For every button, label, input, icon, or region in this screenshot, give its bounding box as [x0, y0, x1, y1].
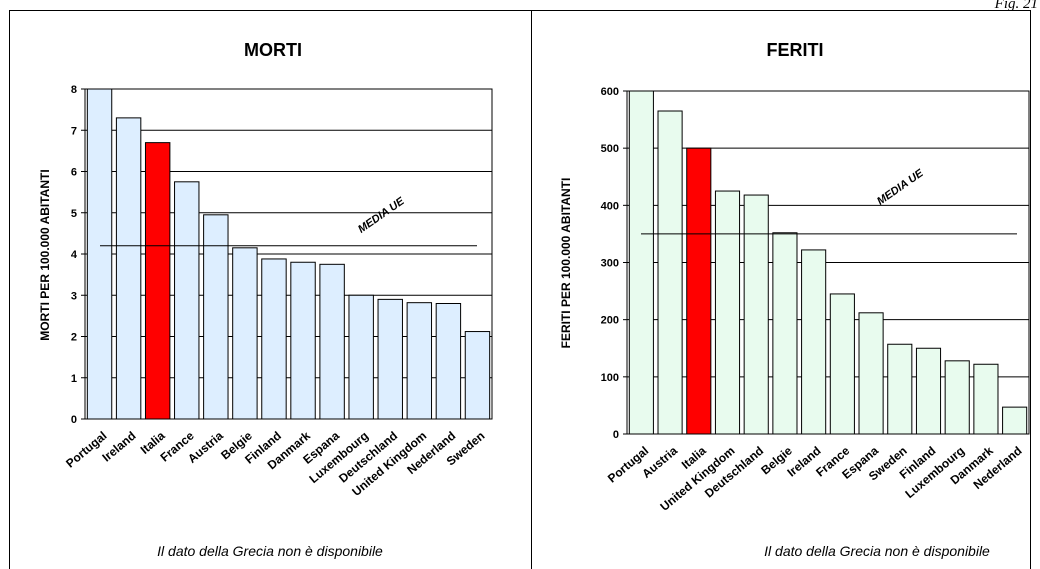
footnote: Il dato della Grecia non è disponibile: [764, 543, 990, 559]
media-ue-label: MEDIA UE: [356, 195, 407, 236]
y-tick-label: 200: [601, 315, 619, 327]
bar-portugal: [86, 88, 113, 420]
chart-title: MORTI: [244, 40, 302, 60]
y-tick-label: 2: [71, 332, 77, 344]
bar-deutschland: [377, 298, 403, 420]
y-tick-label: 3: [71, 290, 77, 302]
figure-frame: [9, 10, 1031, 569]
y-tick-label: 300: [601, 258, 619, 270]
bar-sweden: [464, 331, 491, 420]
bar-belgie: [232, 247, 258, 420]
plot-area: 0100200300400500600PortugalAustriaItalia…: [601, 86, 1030, 514]
y-tick-label: 4: [71, 249, 78, 261]
x-tick-label: Portugal: [605, 444, 651, 486]
y-tick-label: 1: [71, 373, 77, 385]
bar-austria: [657, 110, 683, 435]
bar-ireland: [801, 249, 827, 435]
footnote: Il dato della Grecia non è disponibile: [157, 543, 383, 559]
chart-title: FERITI: [767, 40, 824, 60]
y-tick-label: 400: [601, 200, 619, 212]
y-tick-label: 0: [71, 414, 77, 426]
panel-divider: [531, 10, 532, 569]
y-tick-label: 8: [71, 84, 77, 96]
y-tick-label: 7: [71, 125, 77, 137]
x-tick-label: Ireland: [99, 429, 138, 465]
y-tick-label: 0: [613, 429, 619, 441]
bar-luxembourg: [944, 360, 970, 435]
bar-luxembourg: [348, 294, 374, 420]
bar-ireland: [115, 117, 142, 420]
chart-morti: MORTI MORTI PER 100.000 ABITANTI Il dato…: [38, 40, 493, 559]
bar-france: [829, 293, 855, 435]
bar-united-kingdom: [406, 302, 433, 420]
x-tick-label: Portugal: [63, 429, 109, 471]
bar-belgie: [772, 232, 798, 435]
bar-italia: [686, 147, 712, 435]
bar-espana: [319, 263, 345, 420]
bar-nederland: [1002, 406, 1028, 435]
media-ue-label: MEDIA UE: [875, 167, 926, 208]
bar-portugal: [628, 90, 654, 435]
figure-label: Fig. 21: [994, 0, 1038, 12]
bar-united-kingdom: [714, 190, 741, 435]
y-axis-label: FERITI PER 100.000 ABITANTI: [559, 178, 573, 349]
bar-sweden: [887, 343, 913, 435]
plot-border: [626, 90, 1030, 435]
bar-france: [174, 181, 200, 420]
plot-border: [84, 88, 493, 420]
y-tick-label: 5: [71, 208, 77, 220]
bar-finland: [915, 347, 942, 435]
y-tick-label: 500: [601, 143, 619, 155]
y-tick-label: 6: [71, 167, 77, 179]
bar-deutschland: [743, 194, 769, 435]
y-tick-label: 600: [601, 86, 619, 98]
bar-danmark: [973, 363, 999, 435]
chart-feriti: FERITI FERITI PER 100.000 ABITANTI Il da…: [559, 40, 1030, 559]
bar-nederland: [435, 303, 462, 420]
bar-finland: [261, 258, 287, 420]
bar-italia: [144, 142, 171, 420]
y-axis-label: MORTI PER 100.000 ABITANTI: [38, 169, 52, 340]
bar-danmark: [290, 261, 316, 420]
bar-espana: [858, 312, 884, 435]
y-tick-label: 100: [601, 372, 619, 384]
